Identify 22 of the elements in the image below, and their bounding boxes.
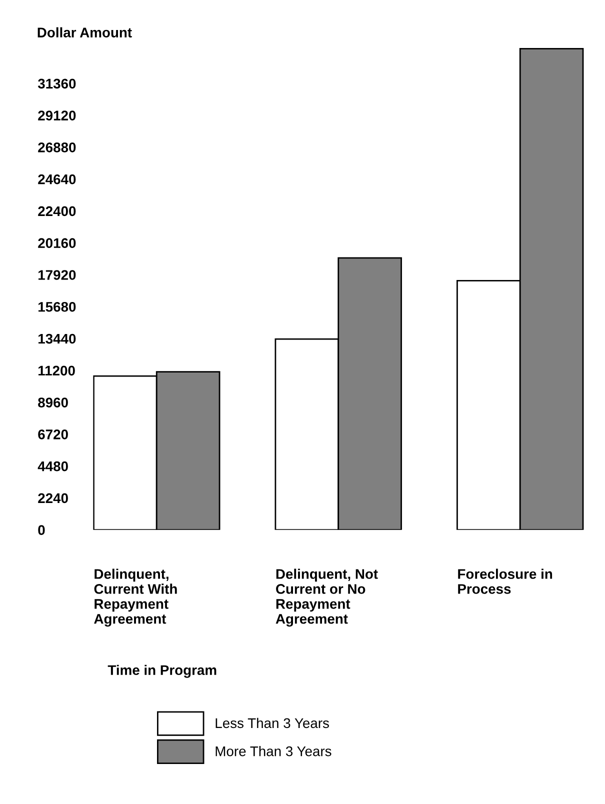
y-tick-label: 2240 bbox=[38, 493, 68, 504]
y-tick-label: 4480 bbox=[38, 461, 68, 472]
y-tick-label: 31360 bbox=[38, 78, 76, 89]
y-tick-label: 11200 bbox=[38, 366, 75, 376]
x-axis-title: Time in Program bbox=[108, 664, 216, 678]
y-tick-label: 0 bbox=[38, 525, 45, 536]
y-tick-label: 8960 bbox=[38, 398, 68, 408]
y-tick-label: 17920 bbox=[38, 270, 76, 280]
y-tick-label: 6720 bbox=[38, 430, 68, 440]
y-tick-label: 24640 bbox=[38, 174, 76, 184]
y-tick-label: 15680 bbox=[38, 302, 76, 312]
y-tick-label: 13440 bbox=[38, 334, 76, 344]
y-tick-label: 22400 bbox=[38, 206, 76, 216]
legend-label: Less Than 3 Years bbox=[216, 718, 329, 728]
x-tick-label: Delinquent, Current With Repayment Agreement bbox=[94, 568, 177, 627]
y-tick-label: 20160 bbox=[38, 238, 76, 248]
y-axis-title: Dollar Amount bbox=[38, 27, 132, 38]
x-tick-label: Foreclosure in Process bbox=[458, 568, 552, 594]
x-tick-label: Delinquent, Not Current or No Repayment Agreement bbox=[276, 568, 378, 627]
y-tick-label: 29120 bbox=[38, 110, 76, 120]
legend-label: More Than 3 Years bbox=[216, 746, 332, 756]
y-tick-label: 26880 bbox=[38, 142, 76, 152]
